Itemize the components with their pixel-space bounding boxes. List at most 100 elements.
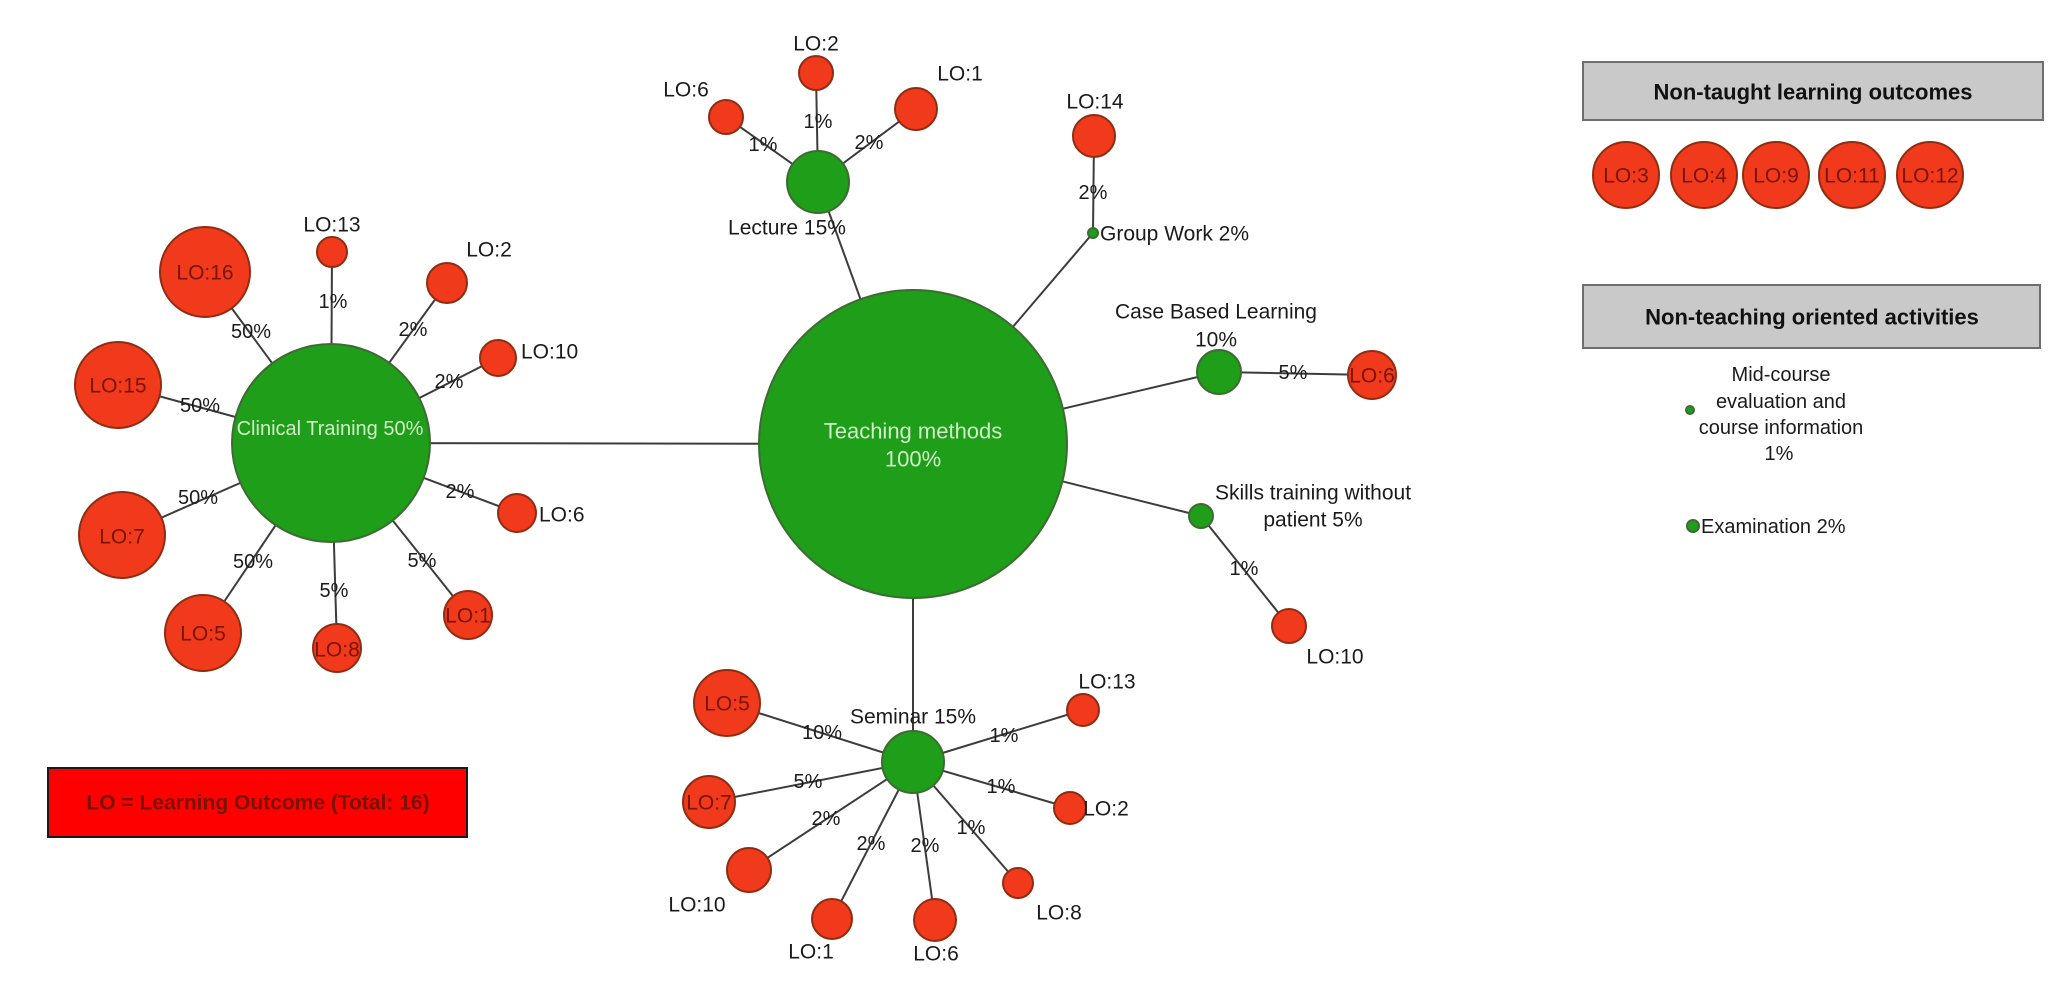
groupwork-lo14-label: LO:14 (1066, 91, 1124, 114)
clinical-lo15-pct: 50% (180, 395, 220, 417)
seminar-lo7-node (682, 775, 736, 829)
clinical-lo16-node (159, 226, 251, 318)
seminar-lo8-pct: 1% (957, 817, 986, 839)
clinical-lo5-node (164, 594, 242, 672)
legend-lo3-label: LO:3 (1603, 165, 1649, 188)
skills-label-line1: Skills training without (1215, 482, 1411, 505)
clinical-lo5-pct: 50% (233, 551, 273, 573)
clinical-lo10-pct: 2% (435, 371, 464, 393)
seminar-lo13-label: LO:13 (1078, 671, 1135, 694)
case-based-label-line2: 10% (1195, 329, 1237, 352)
seminar-lo8-node (1002, 867, 1034, 899)
case-based-node (1196, 349, 1242, 395)
clinical-lo15-label: LO:15 (89, 375, 146, 398)
seminar-label: Seminar 15% (850, 706, 976, 729)
seminar-lo5-label: LO:5 (704, 693, 750, 716)
seminar-lo6-label: LO:6 (913, 943, 959, 966)
seminar-lo10-pct: 2% (812, 808, 841, 830)
legend-lo11-label: LO:11 (1824, 165, 1880, 188)
clinical-lo16-label: LO:16 (176, 262, 233, 285)
clinical-lo7-pct: 50% (178, 487, 218, 509)
casebased-lo6-pct: 5% (1279, 362, 1308, 384)
clinical-lo7-node (78, 491, 166, 579)
legend-non-teaching-box (1582, 284, 2041, 349)
examination-label: Examination 2% (1701, 516, 1846, 538)
seminar-lo1-node (811, 898, 853, 940)
skills-lo10-node (1271, 608, 1307, 644)
legend-lo9-label: LO:9 (1753, 165, 1799, 188)
clinical-training-node (231, 343, 431, 543)
clinical-lo13-label: LO:13 (303, 214, 360, 237)
legend-lo4-label: LO:4 (1681, 165, 1727, 188)
clinical-lo16-pct: 50% (231, 321, 271, 343)
lecture-lo1-pct: 2% (855, 132, 884, 154)
midcourse-line4: 1% (1765, 443, 1794, 465)
casebased-lo6-label: LO:6 (1349, 365, 1395, 388)
legend-lo4-node (1670, 141, 1738, 209)
legend-lo9-node (1742, 141, 1810, 209)
clinical-lo6-node (497, 493, 537, 533)
clinical-lo8-node (312, 623, 362, 673)
nodes (74, 55, 1397, 942)
midcourse-dot (1685, 405, 1695, 415)
seminar-lo13-pct: 1% (990, 725, 1019, 747)
clinical-lo13-pct: 1% (319, 291, 348, 313)
clinical-lo1-node (443, 590, 493, 640)
clinical-lo7-label: LO:7 (99, 526, 145, 549)
lecture-node (786, 150, 850, 214)
seminar-lo7-label: LO:7 (686, 792, 732, 815)
groupwork-lo14-node (1072, 114, 1116, 158)
clinical-training-label: Clinical Training 50% (237, 418, 424, 440)
clinical-lo13-node (316, 236, 348, 268)
skills-node (1188, 503, 1214, 529)
clinical-lo6-label: LO:6 (539, 504, 585, 527)
seminar-lo10-node (726, 847, 772, 893)
clinical-lo2-pct: 2% (399, 319, 428, 341)
lecture-lo2-label: LO:2 (793, 33, 839, 56)
seminar-lo6-node (913, 898, 957, 942)
legend-non-teaching-title: Non-teaching oriented activities (1645, 305, 1979, 330)
lecture-lo6-node (708, 99, 744, 135)
groupwork-lo14-pct: 2% (1079, 182, 1108, 204)
midcourse-line2: evaluation and (1716, 391, 1846, 413)
case-based-label-line1: Case Based Learning (1115, 301, 1317, 324)
lecture-label: Lecture 15% (728, 217, 846, 240)
skills-lo10-label: LO:10 (1306, 646, 1363, 669)
lecture-lo2-node (798, 55, 834, 91)
lecture-lo6-label: LO:6 (663, 79, 709, 102)
clinical-lo10-label: LO:10 (521, 341, 578, 364)
seminar-lo2-label: LO:2 (1083, 798, 1129, 821)
clinical-lo1-label: LO:1 (445, 605, 491, 628)
seminar-lo2-node (1053, 791, 1087, 825)
seminar-lo6-pct: 2% (911, 835, 940, 857)
legend-non-taught-box (1582, 61, 2044, 121)
note: LO = Learning Outcome (Total: 16) (47, 767, 468, 838)
skills-label-line2: patient 5% (1263, 509, 1362, 532)
teaching-methods-node (758, 289, 1068, 599)
seminar-lo10-label: LO:10 (668, 894, 725, 917)
seminar-lo2-pct: 1% (987, 776, 1016, 798)
clinical-lo8-pct: 5% (320, 580, 349, 602)
clinical-lo15-node (74, 341, 162, 429)
legend-non-taught: Non-taught learning outcomes LO:3 LO:4 L… (1582, 61, 2044, 209)
teaching-methods-label-line1: Teaching methods (824, 419, 1003, 444)
lecture-lo1-label: LO:1 (937, 63, 983, 86)
teaching-methods-label-line2: 100% (885, 447, 941, 472)
legend-lo12-label: LO:12 (1901, 165, 1958, 188)
lecture-lo2-pct: 1% (804, 111, 833, 133)
group-work-label: Group Work 2% (1100, 223, 1249, 246)
seminar-lo5-node (693, 669, 761, 737)
note-label: LO = Learning Outcome (Total: 16) (86, 792, 429, 815)
edge-skills-lo10 (1200, 515, 1290, 627)
lecture-lo6-pct: 1% (749, 134, 778, 156)
legend-lo3-node (1592, 141, 1660, 209)
seminar-lo1-pct: 2% (857, 833, 886, 855)
clinical-lo10-node (479, 339, 517, 377)
seminar-lo1-label: LO:1 (788, 941, 834, 964)
clinical-lo5-label: LO:5 (180, 623, 226, 646)
labels: Teaching methods 100% Clinical Training … (89, 33, 1411, 966)
lecture-lo1-node (894, 87, 938, 131)
seminar-lo8-label: LO:8 (1036, 902, 1082, 925)
edge-seminar-lo10 (748, 761, 914, 871)
